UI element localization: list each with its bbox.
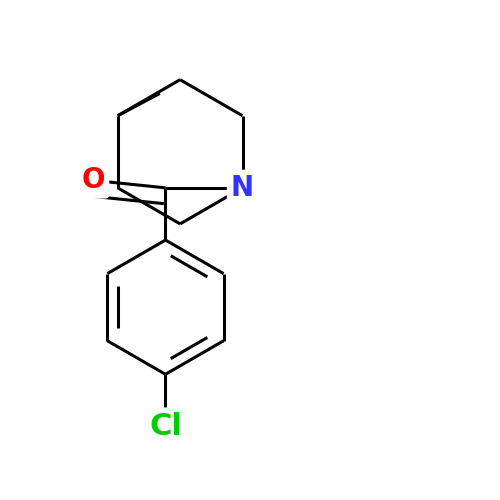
Text: N: N (231, 174, 254, 202)
Text: Cl: Cl (149, 412, 182, 441)
Text: O: O (82, 166, 105, 194)
